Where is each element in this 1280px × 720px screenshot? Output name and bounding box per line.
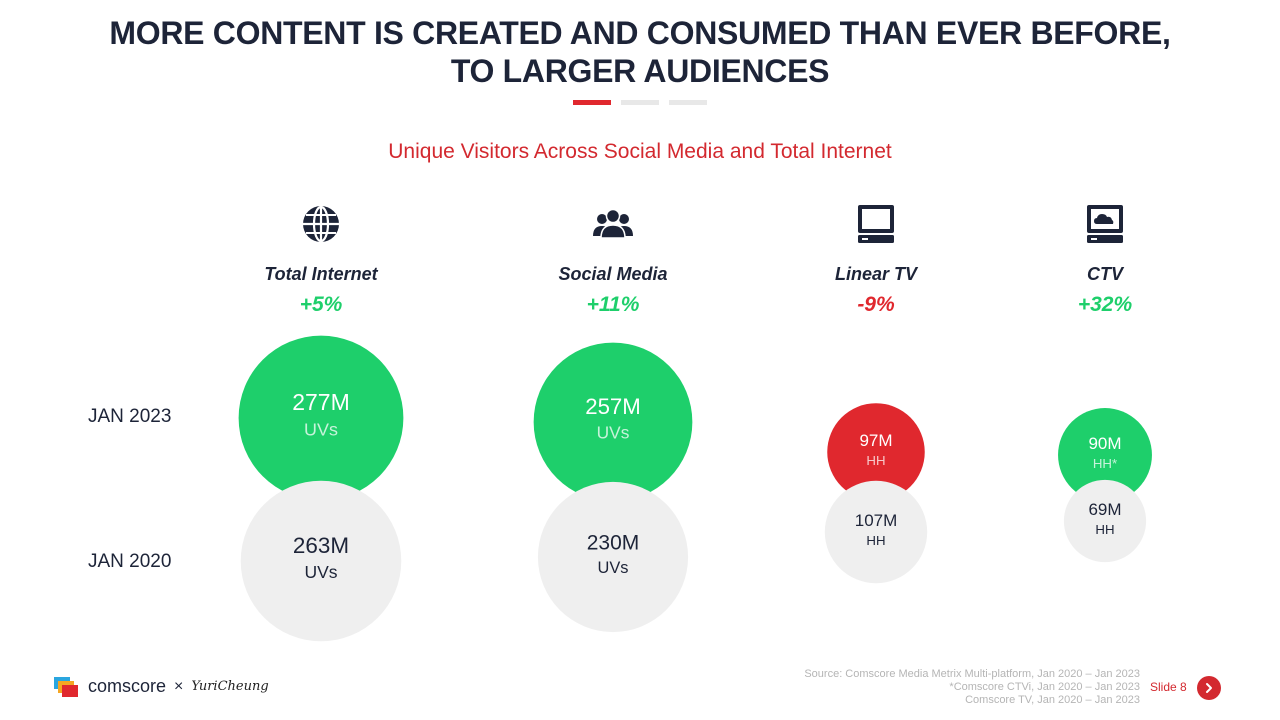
category-name: Linear TV (834, 264, 918, 284)
category-total-internet: Total Internet +5% (201, 202, 441, 317)
bubble-2023-total-internet: 277M UVs (238, 335, 404, 501)
bubble-circle (1063, 479, 1147, 563)
category-change: +11% (586, 293, 640, 316)
partner-signature: YuriCheung (191, 679, 269, 694)
bubble-value-label: 107M (855, 511, 898, 530)
bubble-unit-label: UVs (597, 423, 630, 443)
slide-number: Slide 8 (1150, 680, 1187, 694)
slide-title: MORE CONTENT IS CREATED AND CONSUMED THA… (0, 14, 1280, 90)
title-line-1: MORE CONTENT IS CREATED AND CONSUMED THA… (109, 15, 1171, 51)
bubble-unit-label: UVs (304, 562, 337, 582)
times-symbol: × (174, 677, 184, 695)
source-line: *Comscore CTVi, Jan 2020 – Jan 2023 (949, 681, 1140, 693)
bubble-unit-label: HH (866, 453, 885, 468)
source-line: Source: Comscore Media Metrix Multi-plat… (804, 668, 1140, 680)
bubble-2020-social-media: 230M UVs (537, 481, 689, 633)
category-name: Total Internet (264, 264, 378, 284)
underline-dash (621, 100, 659, 105)
bubble-value-label: 277M (292, 389, 350, 415)
category-social-media: Social Media +11% (493, 202, 733, 317)
bubble-2020-total-internet: 263M UVs (240, 480, 402, 642)
globe-icon (299, 202, 343, 246)
source-notes: Source: Comscore Media Metrix Multi-plat… (804, 668, 1140, 707)
bubble-circle (238, 335, 404, 501)
title-underline (573, 100, 707, 105)
bubble-value-label: 90M (1088, 434, 1121, 453)
bubble-circle (533, 342, 693, 502)
title-line-2: TO LARGER AUDIENCES (450, 53, 830, 89)
row-label-jan-2023: JAN 2023 (88, 406, 172, 427)
ctv-icon (1083, 202, 1127, 246)
bubble-2023-social-media: 257M UVs (533, 342, 693, 502)
next-slide-button[interactable] (1197, 676, 1221, 700)
bubble-unit-label: UVs (304, 419, 338, 439)
row-label-jan-2020: JAN 2020 (88, 551, 172, 572)
chart-subtitle: Unique Visitors Across Social Media and … (388, 140, 892, 163)
underline-dash-active (573, 100, 611, 105)
bubble-circle (537, 481, 689, 633)
brand-name: comscore (88, 676, 167, 696)
tv-icon (854, 202, 898, 246)
bubble-2020-ctv: 69M HH (1063, 479, 1147, 563)
category-name: CTV (1087, 264, 1123, 284)
bubble-2020-linear-tv: 107M HH (824, 480, 928, 584)
bubble-unit-label: HH (1095, 522, 1114, 537)
underline-dash (669, 100, 707, 105)
bubble-value-label: 230M (587, 532, 640, 555)
footer-branding: comscore × YuriCheung (54, 676, 269, 697)
source-line: Comscore TV, Jan 2020 – Jan 2023 (965, 694, 1140, 706)
bubble-2023-linear-tv: 97M HH (827, 403, 925, 501)
bubble-circle (240, 480, 402, 642)
bubble-circle (824, 480, 928, 584)
bubble-value-label: 97M (859, 431, 892, 450)
bubble-circle (1058, 408, 1152, 502)
bubble-value-label: 69M (1088, 500, 1121, 519)
category-change: +5% (299, 293, 343, 316)
bubble-unit-label: HH* (1093, 456, 1117, 471)
chevron-right-icon (1206, 683, 1212, 693)
category-name: Social Media (558, 264, 668, 284)
users-icon (591, 202, 635, 246)
bubble-unit-label: UVs (598, 559, 629, 577)
comscore-logo-icon (54, 676, 78, 697)
category-change: -9% (857, 293, 895, 316)
bubble-value-label: 263M (293, 533, 349, 558)
category-ctv: CTV +32% (985, 202, 1225, 317)
category-linear-tv: Linear TV -9% (756, 202, 996, 317)
bubble-unit-label: HH (866, 533, 885, 548)
bubble-2023-ctv: 90M HH* (1058, 408, 1152, 502)
bubble-value-label: 257M (585, 394, 641, 419)
category-change: +32% (1077, 293, 1133, 316)
bubble-circle (827, 403, 925, 501)
